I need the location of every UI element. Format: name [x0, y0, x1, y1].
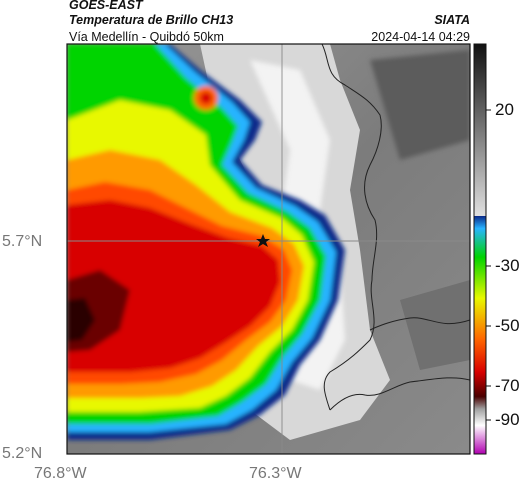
colorbar-label-minus50: -50 — [495, 316, 520, 335]
location-subtitle: Vía Medellín - Quibdó 50km — [69, 30, 224, 44]
map-frame — [66, 43, 471, 455]
y-tick-5-7: 5.7°N — [2, 233, 43, 250]
product-title: Temperatura de Brillo CH13 — [69, 13, 234, 27]
satellite-label: GOES-EAST — [69, 0, 143, 12]
datetime-label: 2024-04-14 04:29 — [371, 30, 470, 44]
organization-label: SIATA — [434, 13, 470, 27]
y-tick-5-2: 5.2°N — [2, 445, 43, 462]
star-icon — [256, 234, 270, 247]
colorbar-label-20: 20 — [495, 100, 514, 119]
colorbar — [473, 43, 491, 455]
colorbar-label-minus30: -30 — [495, 256, 520, 275]
colorbar-label-minus70: -70 — [495, 376, 520, 395]
x-tick-76-8: 76.8°W — [34, 465, 87, 482]
colorbar-label-minus90: -90 — [495, 410, 520, 429]
satellite-image — [67, 44, 470, 454]
x-tick-76-3: 76.3°W — [249, 465, 302, 482]
